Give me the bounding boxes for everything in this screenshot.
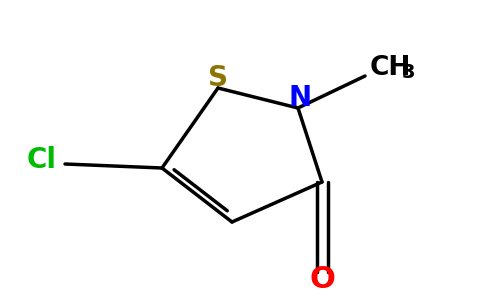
Text: CH: CH xyxy=(370,55,411,81)
Text: Cl: Cl xyxy=(27,146,57,174)
Text: 3: 3 xyxy=(402,64,415,83)
Text: O: O xyxy=(309,266,335,295)
Text: N: N xyxy=(288,84,312,112)
Text: S: S xyxy=(208,64,228,92)
